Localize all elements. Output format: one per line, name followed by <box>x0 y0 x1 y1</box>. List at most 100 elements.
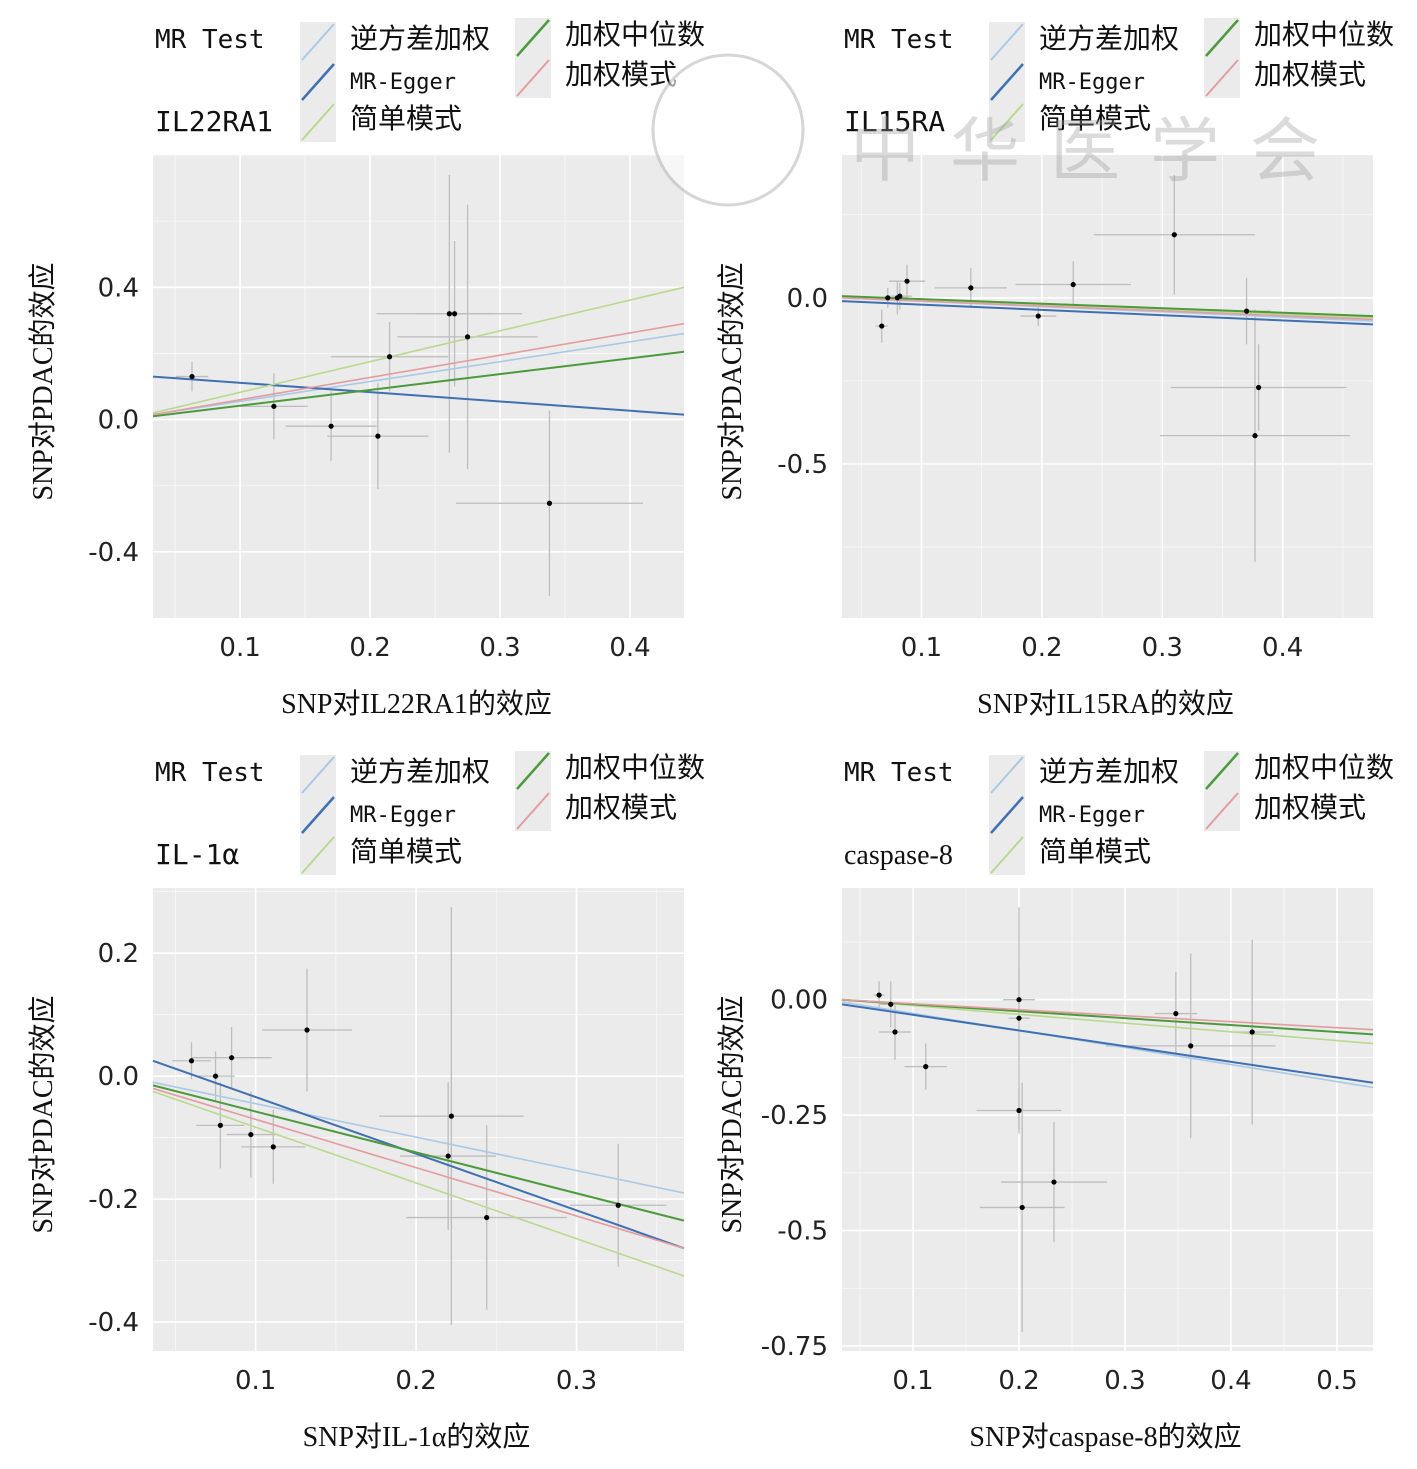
mr-line-逆方差加权 <box>152 1081 685 1194</box>
mr-line-逆方差加权 <box>841 1001 1374 1089</box>
legend-swatch <box>990 63 1024 101</box>
y-tick-label: 0.0 <box>98 1062 139 1092</box>
legend-title: MR Test <box>155 25 265 55</box>
mr-line-简单模式 <box>841 998 1374 1045</box>
legend-title: MR Test <box>844 758 954 788</box>
data-point <box>451 311 458 317</box>
legend-label: MR-Egger <box>350 803 456 828</box>
legend-swatch <box>301 756 335 794</box>
data-point <box>1051 1179 1057 1185</box>
legend-swatch <box>990 23 1024 61</box>
legend-item: 简单模式 <box>300 102 462 142</box>
data-point <box>885 295 891 301</box>
data-point <box>1070 281 1076 288</box>
legend-label: 简单模式 <box>1039 102 1151 135</box>
legend-label: 加权模式 <box>1254 791 1366 824</box>
data-point <box>189 373 195 380</box>
legend-item: MR-Egger <box>989 62 1145 102</box>
data-point <box>212 1073 219 1079</box>
data-point <box>484 1214 490 1221</box>
legend-label: 简单模式 <box>350 835 462 868</box>
data-point <box>448 1113 454 1119</box>
legend-item: 加权模式 <box>515 791 677 831</box>
data-point <box>876 992 882 998</box>
mr-line-MR-Egger <box>152 375 685 416</box>
plot-area <box>153 155 684 618</box>
legend-item: 简单模式 <box>989 102 1151 142</box>
x-tick-label: 0.3 <box>1142 633 1183 663</box>
mr-line-加权模式 <box>841 297 1374 321</box>
legend-label: 加权模式 <box>1254 58 1366 91</box>
legend-swatch <box>301 836 335 874</box>
data-point <box>304 1027 310 1033</box>
seal-icon <box>651 53 805 207</box>
y-axis-title: SNP对PDAC的效应 <box>716 262 748 500</box>
legend-label: 加权中位数 <box>1254 751 1394 784</box>
x-tick-label: 0.1 <box>235 1366 276 1396</box>
data-point <box>888 1001 894 1007</box>
legend-item: 逆方差加权 <box>300 755 490 795</box>
legend-item: MR-Egger <box>989 795 1145 835</box>
data-point <box>879 323 885 329</box>
data-point <box>446 311 452 317</box>
mr-line-简单模式 <box>152 1090 685 1277</box>
legend-item: 逆方差加权 <box>989 22 1179 62</box>
data-point <box>897 293 903 299</box>
legend-label: 加权中位数 <box>565 18 705 51</box>
mr-line-MR-Egger <box>841 1003 1374 1084</box>
mr-line-加权模式 <box>152 1087 685 1250</box>
legend-item: MR-Egger <box>300 62 456 102</box>
x-tick-label: 0.1 <box>219 633 260 663</box>
x-tick-label: 0.2 <box>998 1366 1039 1396</box>
legend-label: 简单模式 <box>350 102 462 135</box>
panel-3: MR Test caspase-8 逆方差加权 MR-Egger 简单模式 加权中位数加权… <box>716 751 1394 1453</box>
legend-swatch <box>516 19 550 57</box>
legend-swatch <box>1205 792 1239 830</box>
legend-title: MR Test <box>155 758 265 788</box>
y-tick-label: -0.4 <box>88 1308 139 1338</box>
y-tick-label: 0.00 <box>770 986 828 1016</box>
x-tick-label: 0.3 <box>1104 1366 1145 1396</box>
y-tick-label: -0.25 <box>761 1101 828 1131</box>
mr-line-MR-Egger <box>152 1059 685 1250</box>
x-tick-label: 0.4 <box>609 633 650 663</box>
x-axis-title: SNP对IL-1α的效应 <box>303 1421 531 1453</box>
plot-area <box>842 888 1373 1351</box>
y-tick-label: 0.0 <box>787 284 828 314</box>
x-axis-title: SNP对IL15RA的效应 <box>977 688 1234 720</box>
x-tick-label: 0.2 <box>1021 633 1062 663</box>
data-point <box>1016 1015 1022 1021</box>
x-tick-label: 0.3 <box>479 633 520 663</box>
legend-label: 加权中位数 <box>1254 18 1394 51</box>
x-tick-label: 0.4 <box>1210 1366 1251 1396</box>
mr-line-逆方差加权 <box>152 332 685 416</box>
legend-swatch <box>1205 19 1239 57</box>
legend-swatch <box>990 836 1024 874</box>
data-point <box>1252 433 1258 439</box>
panel-title: caspase-8 <box>844 840 953 871</box>
y-tick-label: -0.4 <box>88 538 139 568</box>
data-point <box>1016 1107 1022 1114</box>
x-tick-label: 0.1 <box>892 1366 933 1396</box>
data-point <box>546 500 553 506</box>
legend-item: 加权模式 <box>1204 58 1366 98</box>
x-tick-label: 0.2 <box>349 633 390 663</box>
legend-item: 加权中位数 <box>1204 18 1394 58</box>
legend-label: 逆方差加权 <box>1039 755 1179 788</box>
data-point <box>188 1058 195 1064</box>
y-tick-label: -0.5 <box>777 450 828 480</box>
mr-line-加权中位数 <box>152 1084 685 1222</box>
y-tick-label: -0.75 <box>761 1332 828 1362</box>
x-tick-label: 0.2 <box>395 1366 436 1396</box>
data-point <box>1249 1029 1255 1035</box>
x-axis-title: SNP对caspase-8的效应 <box>969 1421 1241 1453</box>
panel-title: IL15RA <box>844 105 945 138</box>
y-tick-label: 0.4 <box>98 273 139 303</box>
legend-item: 逆方差加权 <box>989 755 1179 795</box>
x-tick-label: 0.3 <box>556 1366 597 1396</box>
y-axis-title: SNP对PDAC的效应 <box>27 995 59 1233</box>
legend-swatch <box>516 59 550 97</box>
mr-line-MR-Egger <box>841 300 1374 326</box>
data-point <box>1256 384 1262 391</box>
